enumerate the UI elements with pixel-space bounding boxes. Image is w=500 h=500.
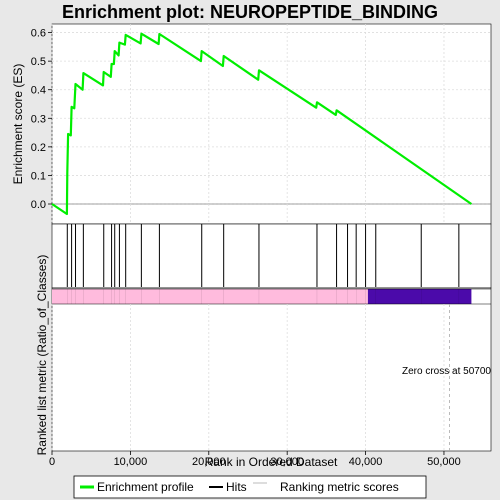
legend-box (73, 475, 427, 499)
x-axis-label: Rank in Ordered Dataset (205, 455, 338, 469)
es-y-tick-label: 0.5 (31, 56, 46, 68)
metric-y-axis-label: Ranked list metric (Ratio_of_Classes) (35, 255, 49, 456)
es-y-axis-label: Enrichment score (ES) (11, 64, 25, 185)
es-y-tick-label: 0.3 (31, 113, 46, 125)
es-y-tick-label: 0.2 (31, 142, 46, 154)
metric-panel (51, 287, 492, 452)
x-tick-label: 30,000 (270, 456, 304, 468)
x-tick-label: 10,000 (114, 456, 148, 468)
metric-negative-bar (367, 289, 472, 304)
metric-x-grid: Zero cross at 50700 (51, 304, 491, 451)
legend-metric-label: Ranking metric scores (280, 480, 399, 494)
es-series (51, 32, 473, 216)
hits-panel (51, 223, 492, 289)
legend: Enrichment profile Hits Ranking metric s… (73, 475, 427, 499)
es-grid (51, 24, 491, 224)
es-y-tick-label: 0.6 (31, 28, 46, 40)
chart-title: Enrichment plot: NEUROPEPTIDE_BINDING (62, 2, 438, 22)
x-tick-label: 50,000 (427, 456, 461, 468)
x-axis: 0 10,000 20,000 30,000 40,000 50,000 (49, 451, 461, 468)
hits-group (52, 224, 491, 305)
es-y-tick-label: 0.0 (31, 199, 46, 211)
x-tick-label: 0 (49, 456, 55, 468)
x-tick-label: 20,000 (192, 456, 226, 468)
es-panel (51, 23, 492, 225)
enrichment-profile-line (51, 32, 473, 216)
es-y-tick-label: 0.4 (31, 85, 46, 97)
zero-cross-annotation: Zero cross at 50700 (402, 366, 491, 377)
metric-positive-bar (52, 289, 368, 304)
legend-hits-label: Hits (226, 480, 247, 494)
x-tick-label: 40,000 (349, 456, 383, 468)
legend-enrichment-label: Enrichment profile (97, 480, 194, 494)
es-y-tick-label: 0.1 (31, 170, 46, 182)
es-y-axis: 0.0 0.1 0.2 0.3 0.4 0.5 0.6 (31, 28, 52, 211)
